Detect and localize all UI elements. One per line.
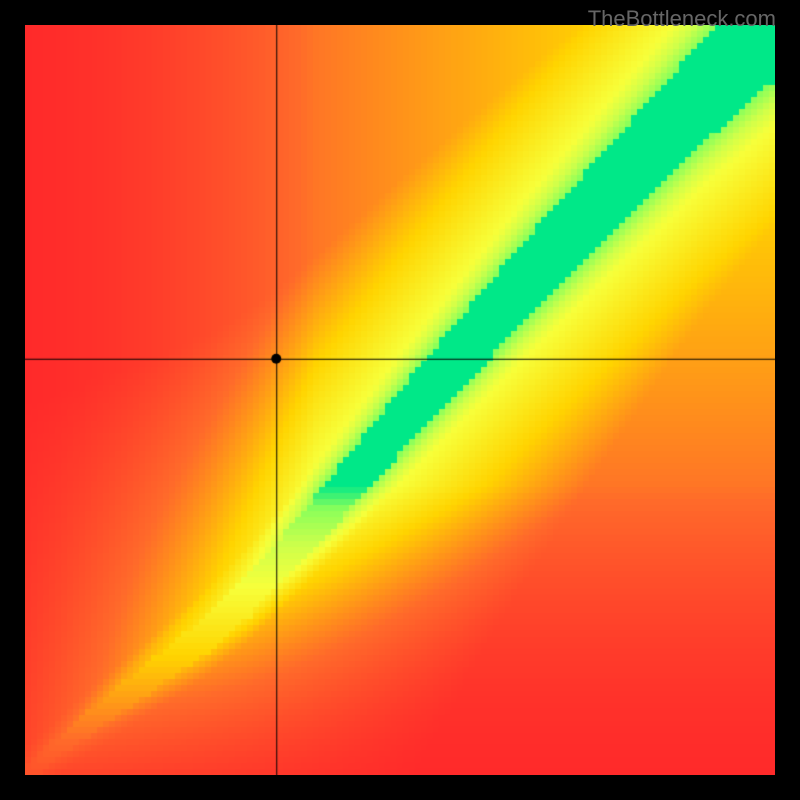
watermark-text: TheBottleneck.com — [588, 6, 776, 32]
bottleneck-heatmap — [25, 25, 775, 775]
